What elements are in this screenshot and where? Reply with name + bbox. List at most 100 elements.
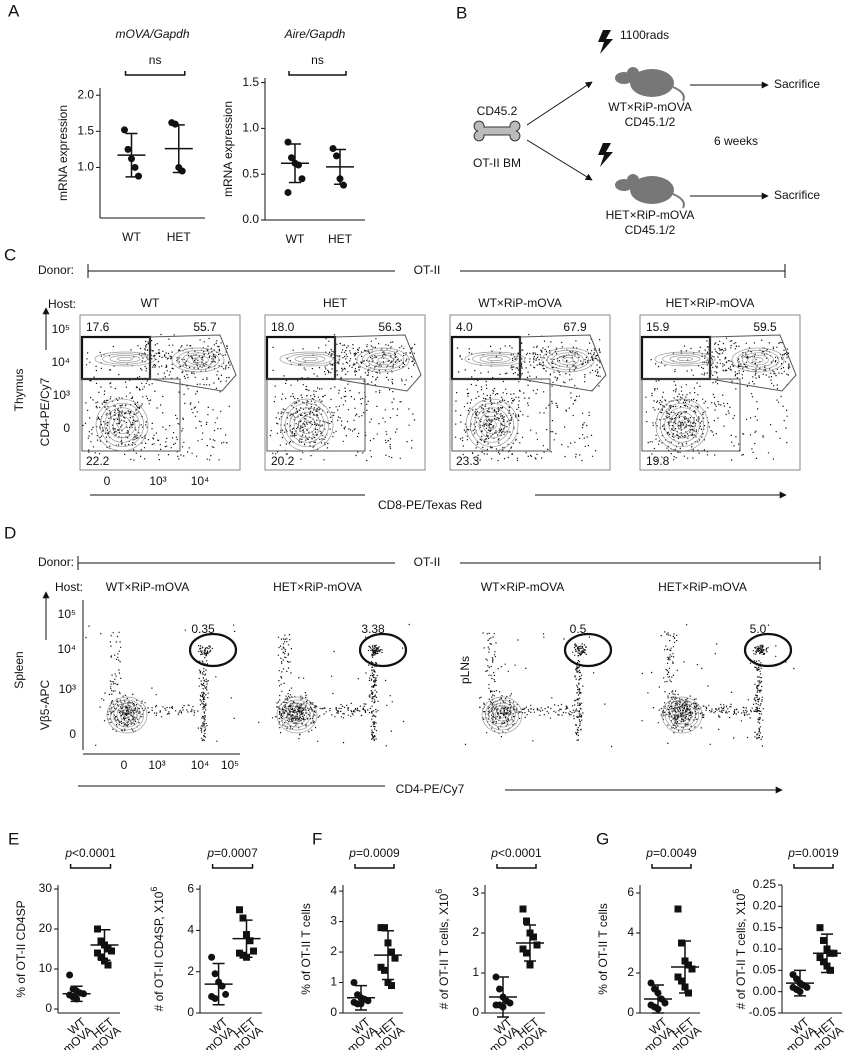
significance-bracket xyxy=(124,71,186,76)
y-tick-label: 0.15 xyxy=(753,920,777,934)
data-point xyxy=(678,977,685,985)
contour xyxy=(377,357,389,363)
error-bar xyxy=(794,969,806,997)
y-axis-label: % of OT-II T cells xyxy=(299,903,313,995)
x-tick-label: WTRiP-mOVA xyxy=(177,1015,238,1050)
bone-icon xyxy=(473,120,521,142)
data-point xyxy=(211,970,219,978)
plot-frame xyxy=(449,314,611,471)
data-point xyxy=(381,924,388,932)
data-point xyxy=(523,949,530,957)
mouse-icon xyxy=(615,67,685,102)
y-tick-label: 10⁵ xyxy=(58,607,76,621)
contour xyxy=(287,353,333,365)
contour xyxy=(302,356,318,362)
contour xyxy=(479,355,511,363)
x-tick-label: WTRiP-mOVA xyxy=(35,1015,96,1050)
chart-title: mOVA/Gapdh xyxy=(115,27,189,41)
contour xyxy=(284,402,330,448)
error-bar xyxy=(212,962,225,1006)
dot-plot: 0.0 0.5 1.0 1.5 mRNA expression Aire/Gapdh ns W… xyxy=(221,27,365,246)
donor-label: Donor: xyxy=(38,263,74,277)
duration-label: 6 weeks xyxy=(714,134,758,148)
contour xyxy=(678,711,686,719)
error-bar xyxy=(382,929,394,981)
gate xyxy=(641,378,741,452)
y-tick-label: 0.10 xyxy=(753,941,777,955)
y-axis-label-text: % of OT-II CD4SP xyxy=(14,900,28,997)
gate-value: 59.5 xyxy=(753,320,777,334)
x-tick-label: WT xyxy=(286,232,305,246)
contour xyxy=(464,351,526,367)
contour xyxy=(106,696,148,734)
y-tick-label: 2 xyxy=(472,925,479,939)
contour xyxy=(109,699,145,731)
x-tick-label: WT xyxy=(122,230,141,244)
contour xyxy=(465,398,519,452)
data-point xyxy=(211,995,219,1003)
contour xyxy=(487,420,497,430)
annotation: p<0.0001 xyxy=(490,846,542,860)
y-tick-label: 10 xyxy=(39,961,53,975)
contour xyxy=(659,402,705,448)
significance-bracket xyxy=(651,864,692,869)
data-point xyxy=(329,145,337,153)
data-point xyxy=(827,966,834,974)
data-point xyxy=(678,939,685,947)
y-axis-label: # of OT-II T cells, X106 xyxy=(434,889,451,1010)
contour xyxy=(123,711,131,719)
contour xyxy=(541,347,595,373)
gate-value: 3.38 xyxy=(361,622,385,636)
contour xyxy=(286,705,308,725)
event-dots xyxy=(258,623,410,747)
contour xyxy=(372,354,394,366)
contour xyxy=(289,708,305,722)
host-label: HET×RiP-mOVA xyxy=(606,208,695,222)
contour xyxy=(182,352,214,368)
data-point xyxy=(97,937,105,945)
data-point xyxy=(333,152,340,160)
y-tick-label: 0 xyxy=(627,1005,634,1019)
event-dots xyxy=(455,333,601,462)
chart-title: Aire/Gapdh xyxy=(284,27,346,41)
flow-plot: WT 17.6 55.7 22.2 xyxy=(79,296,241,471)
data-point xyxy=(124,145,132,153)
y-tick-label: 1.0 xyxy=(77,160,94,174)
contour xyxy=(677,420,687,430)
y-axis-label: mRNA expression xyxy=(56,105,70,201)
contour xyxy=(279,699,315,731)
dot-plot: 1.0 1.5 2.0 mRNA expression mOVA/Gapdh ns WT HE… xyxy=(56,27,205,244)
host-name: HET×RiP-mOVA xyxy=(666,296,755,310)
y-tick-label: 4 xyxy=(627,925,634,939)
x-tick-label: 0 xyxy=(121,758,128,772)
contour xyxy=(747,354,769,366)
y-axis-label: mRNA expression xyxy=(221,101,235,197)
contour xyxy=(99,402,145,448)
contour xyxy=(302,420,312,430)
contour xyxy=(119,708,135,722)
donor-marker: CD45.2 xyxy=(477,104,518,118)
contour xyxy=(112,415,132,435)
contour xyxy=(677,356,693,362)
annotation-text: <0.0001 xyxy=(72,846,116,860)
annotation-text: ns xyxy=(311,53,324,67)
panel-label: G xyxy=(596,829,609,848)
y-axis-label-text: # of OT-II CD4SP, X10 xyxy=(152,891,166,1011)
y-tick-label: 0 xyxy=(69,727,76,741)
flow-plot: HET 18.0 56.3 20.2 xyxy=(264,296,426,471)
gate-value: 0.5 xyxy=(570,622,587,636)
data-point xyxy=(674,905,682,913)
contour xyxy=(562,357,574,363)
data-point xyxy=(388,948,395,956)
annotation-variable: p xyxy=(787,846,795,860)
significance-bracket xyxy=(496,864,537,869)
outcome-label: Sacrifice xyxy=(774,188,820,202)
organ-label: pLNs xyxy=(458,656,472,684)
contour xyxy=(289,407,325,443)
y-axis-label: # of OT-II T cells, X106 xyxy=(731,889,748,1010)
x-tick-label: 10³ xyxy=(148,758,165,772)
error-bar xyxy=(240,919,253,959)
y-tick-label: 10³ xyxy=(53,388,70,402)
flow-plot: WT×RiP-mOVA 0.5 xyxy=(464,580,613,748)
